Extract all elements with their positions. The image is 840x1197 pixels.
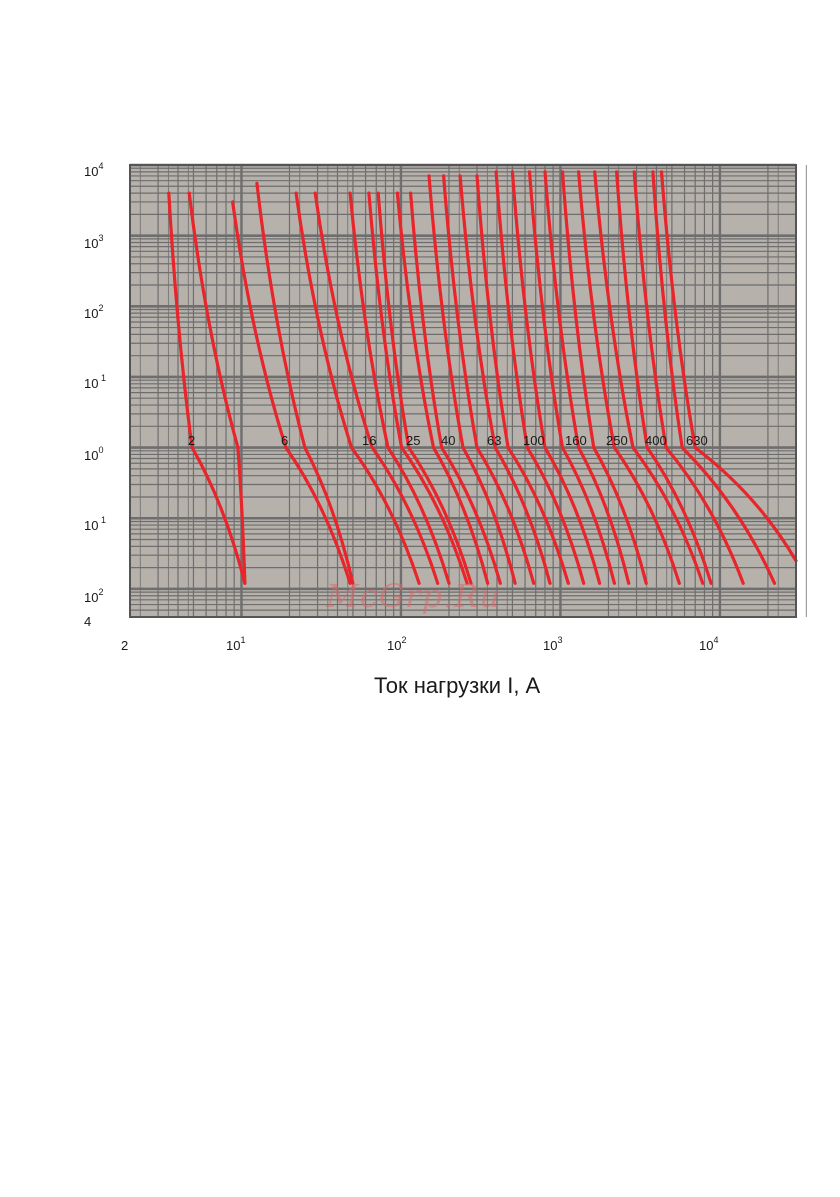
curve-8-lo: [475, 174, 570, 585]
curve-label-630: 630: [686, 433, 708, 448]
curve-2-lo: [231, 200, 352, 585]
y-tick-label: 100: [84, 445, 103, 463]
curve-7-lo: [442, 174, 536, 585]
curve-9-lo: [510, 170, 602, 585]
curve-3-hi: [313, 191, 440, 585]
y-tick-label: 102: [84, 303, 103, 321]
curve-6-lo: [409, 191, 502, 585]
y-tick-labels: 104 103 102 10 1 100 10 1 102 4: [84, 161, 106, 629]
curve-label-6: 6: [281, 433, 288, 448]
y-tick-label: 103: [84, 233, 103, 251]
curve-label-16: 16: [362, 433, 376, 448]
curve-13-hi: [659, 170, 798, 563]
curve-4-hi: [367, 191, 469, 585]
curve-labels: 2 6 16 25 40 63 100 160 250 400 630: [188, 433, 708, 448]
x-tick-label: 102: [387, 635, 406, 653]
curve-5-lo: [376, 191, 473, 585]
curve-label-25: 25: [406, 433, 420, 448]
curve-5-hi: [395, 191, 490, 585]
y-tick-label: 102: [84, 587, 103, 605]
curve-1-lo: [167, 191, 247, 585]
grid-lines: [129, 163, 807, 618]
curve-8-hi: [494, 170, 586, 585]
y-tick-label: 10 1: [84, 373, 106, 391]
y-tick-label: 10 1: [84, 515, 106, 533]
curve-12-hi: [632, 170, 745, 585]
x-tick-label: 101: [226, 635, 245, 653]
curve-label-40: 40: [441, 433, 455, 448]
curve-11-lo: [577, 170, 681, 585]
y-tick-label: 4: [84, 614, 91, 629]
curve-label-160: 160: [565, 433, 587, 448]
curve-2-hi: [255, 181, 355, 585]
x-tick-label: 104: [699, 635, 718, 653]
x-axis-label: Ток нагрузки I, А: [374, 673, 541, 698]
curve-label-63: 63: [487, 433, 501, 448]
x-tick-label: 2: [121, 638, 128, 653]
curve-6-hi: [427, 174, 517, 585]
curve-10-hi: [560, 170, 648, 585]
curve-label-250: 250: [606, 433, 628, 448]
curve-label-400: 400: [645, 433, 667, 448]
curve-13-lo: [651, 170, 777, 585]
curve-1-hi: [187, 191, 247, 585]
curve-label-100: 100: [523, 433, 545, 448]
y-tick-label: 104: [84, 161, 103, 179]
curve-4-lo: [348, 191, 451, 585]
watermark-text: McGrp.Ru: [325, 577, 501, 615]
plot-frame: [129, 164, 797, 618]
curve-7-hi: [458, 174, 552, 585]
curve-12-lo: [615, 170, 713, 585]
curve-label-2: 2: [188, 433, 195, 448]
curve-10-lo: [543, 170, 631, 585]
curve-11-hi: [593, 170, 705, 585]
curve-9-hi: [527, 170, 616, 585]
x-tick-label: 103: [543, 635, 562, 653]
x-tick-labels: 2 101 102 103 104: [121, 635, 718, 653]
curve-3-lo: [294, 191, 421, 585]
plot-background: [130, 165, 796, 617]
curve-layer: [167, 170, 798, 585]
